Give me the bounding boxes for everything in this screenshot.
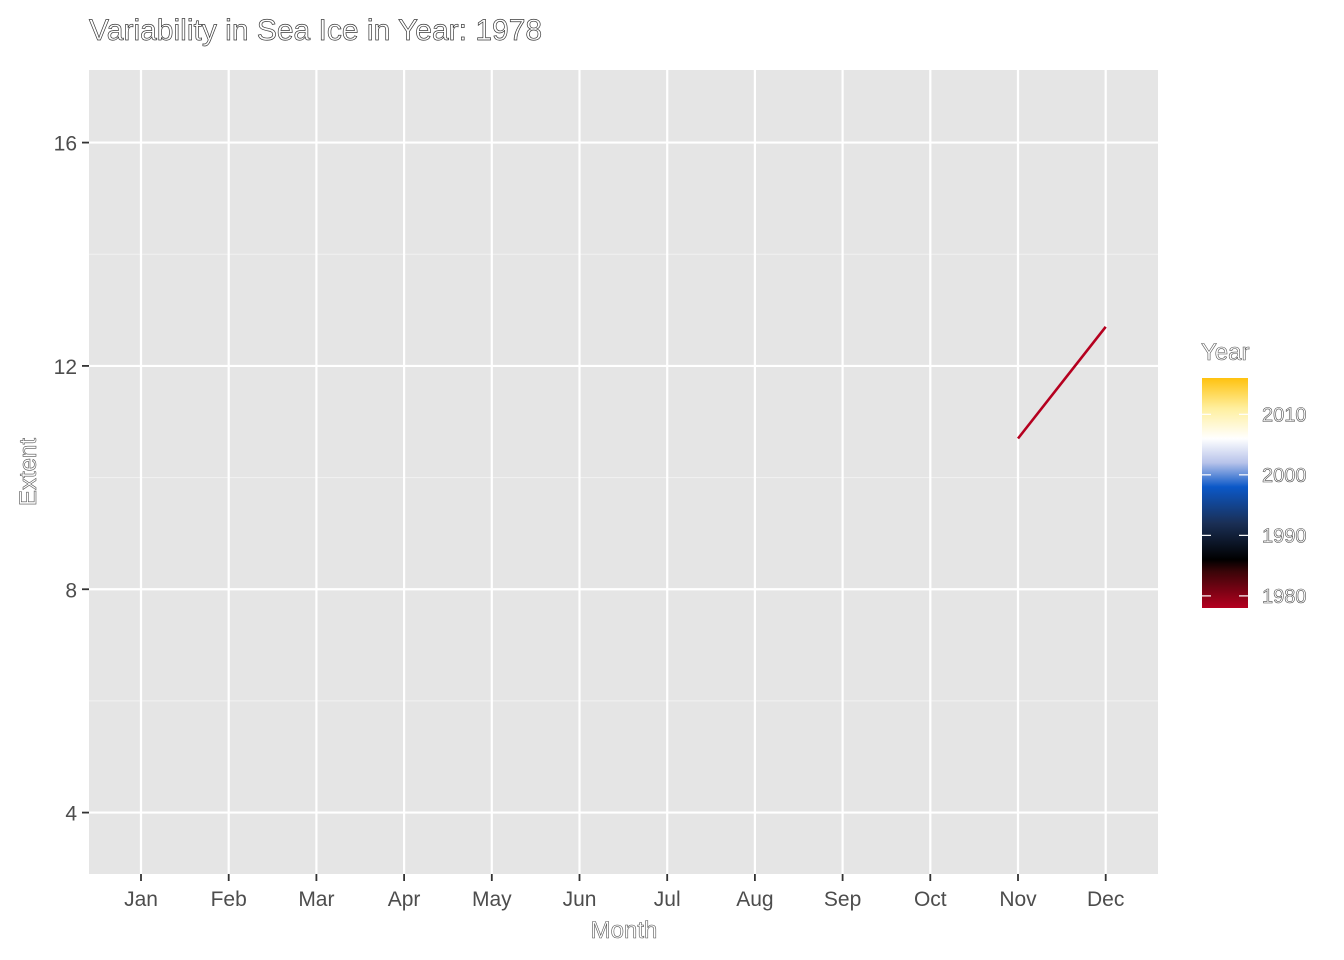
x-tick-label: Oct <box>914 888 947 911</box>
x-tick-label: May <box>472 888 512 911</box>
x-tick-label: Dec <box>1087 888 1124 911</box>
x-axis: Jan Feb Mar Apr May Jun Jul Aug Sep Oct Nov Dec <box>124 874 1124 911</box>
x-tick-label: Aug <box>736 888 773 911</box>
series-layer <box>1016 326 1107 440</box>
legend-title: Year <box>1201 339 1250 366</box>
y-tick-label: 12 <box>54 356 77 379</box>
y-tick-label: 8 <box>65 579 77 602</box>
y-axis-title: Extent <box>15 438 42 506</box>
x-tick-label: Nov <box>999 888 1037 911</box>
legend-tick-label: 1990 <box>1262 525 1307 547</box>
year-legend: Year 1980 1990 2000 2010 <box>1201 339 1307 608</box>
legend-tick-label: 2010 <box>1262 404 1307 426</box>
chart-title: Variability in Sea Ice in Year: 1978 <box>89 14 542 47</box>
legend-ticks: 1980 1990 2000 2010 <box>1202 404 1307 608</box>
plot-panel <box>89 70 1158 874</box>
series-line <box>1016 326 1107 440</box>
x-tick-label: Jul <box>654 888 681 911</box>
x-tick-label: Jan <box>124 888 158 911</box>
minor-gridlines <box>89 253 1158 702</box>
y-axis: 4 8 12 16 <box>54 133 89 826</box>
x-tick-label: Apr <box>388 888 421 911</box>
legend-tick-label: 1980 <box>1262 586 1307 608</box>
x-tick-label: Sep <box>824 888 861 911</box>
x-tick-label: Feb <box>211 888 247 911</box>
legend-tick-label: 2000 <box>1262 465 1307 487</box>
y-tick-label: 16 <box>54 133 77 156</box>
x-axis-title: Month <box>591 917 658 944</box>
major-gridlines <box>89 70 1158 874</box>
y-tick-label: 4 <box>65 803 77 826</box>
x-tick-label: Mar <box>298 888 334 911</box>
x-tick-label: Jun <box>563 888 597 911</box>
legend-colorbar <box>1202 378 1248 608</box>
